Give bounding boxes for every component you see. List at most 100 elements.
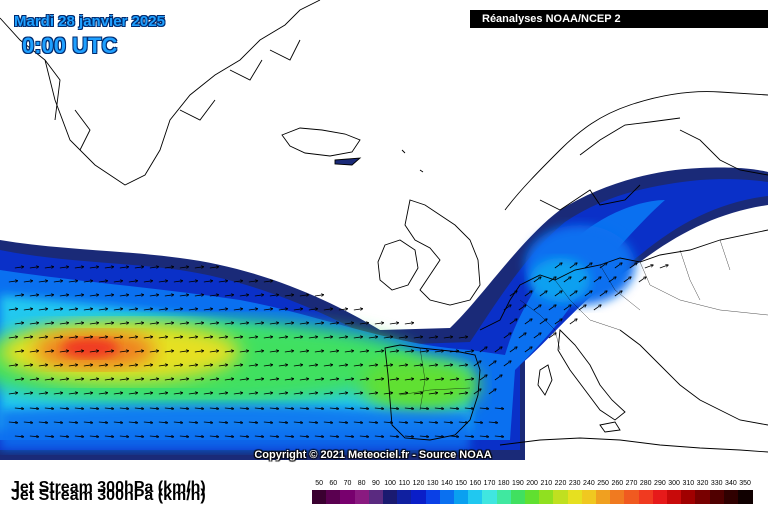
- wind-arrow: [29, 267, 39, 268]
- wind-arrow: [89, 267, 99, 268]
- wind-arrow: [224, 295, 234, 296]
- wind-arrow: [149, 323, 159, 324]
- wind-arrow: [104, 379, 114, 380]
- wind-arrow: [278, 393, 288, 394]
- wind-arrow: [233, 309, 243, 310]
- wind-arrow: [59, 295, 69, 296]
- north-africa-coast: [499, 437, 768, 453]
- wind-arrow: [44, 323, 54, 324]
- wind-arrow: [299, 295, 309, 296]
- wind-arrow: [239, 408, 249, 409]
- legend-swatch: [340, 490, 356, 504]
- wind-arrow: [98, 309, 108, 310]
- legend-value-label: 70: [343, 480, 352, 487]
- color-scale-legend: 50 60 70 80 90 100 110 120 130 140 150 160 170 180 190…: [312, 480, 753, 508]
- wind-speed-shading: [0, 167, 768, 461]
- wind-arrow: [323, 309, 333, 310]
- wind-arrow: [398, 337, 408, 338]
- europe-coast: [479, 229, 768, 331]
- wind-arrow: [29, 295, 39, 296]
- wind-arrow: [224, 351, 234, 352]
- wind-arrow: [374, 436, 384, 437]
- wind-arrow: [494, 347, 502, 353]
- wind-arrow: [263, 393, 273, 394]
- wind-arrow: [89, 323, 99, 324]
- wind-arrow: [353, 422, 363, 423]
- legend-swatch: [425, 490, 441, 504]
- wind-arrow: [398, 393, 408, 394]
- wind-arrow: [293, 393, 303, 394]
- wind-arrow: [479, 436, 489, 437]
- wind-arrow: [338, 365, 348, 366]
- chart-time: 0:00 UTC: [22, 33, 118, 58]
- wind-arrow: [248, 309, 258, 310]
- wind-arrow: [194, 436, 204, 437]
- wind-arrow: [458, 337, 468, 338]
- wind-arrow: [413, 337, 423, 338]
- wind-arrow: [404, 408, 414, 409]
- legend-swatch: [738, 490, 753, 504]
- wind-arrow: [353, 393, 363, 394]
- wind-arrow: [293, 337, 303, 338]
- wind-arrow: [164, 351, 174, 352]
- wind-arrow: [38, 309, 48, 310]
- wind-arrow: [428, 422, 438, 423]
- wind-arrow: [278, 337, 288, 338]
- wind-arrow: [533, 333, 541, 339]
- wind-arrow: [248, 422, 258, 423]
- legend-swatch: [610, 490, 625, 504]
- wind-arrow: [44, 436, 54, 437]
- wind-arrow: [419, 379, 429, 380]
- balkans-coast: [619, 329, 768, 426]
- wind-arrow: [23, 422, 33, 423]
- wind-arrow: [164, 408, 174, 409]
- wind-arrow: [203, 281, 213, 282]
- legend-swatch: [468, 490, 483, 504]
- wind-arrow: [449, 408, 459, 409]
- wind-arrow: [179, 408, 189, 409]
- wind-arrow: [608, 277, 616, 283]
- wind-arrow: [104, 408, 114, 409]
- wind-arrow: [389, 351, 399, 352]
- wind-arrow: [98, 337, 108, 338]
- wind-arrow: [74, 379, 84, 380]
- wind-arrow: [8, 365, 18, 366]
- wind-arrow: [188, 309, 198, 310]
- wind-arrow: [128, 422, 138, 423]
- wind-arrow: [248, 393, 258, 394]
- wind-arrow: [68, 422, 78, 423]
- wind-arrow: [509, 291, 517, 297]
- wind-arrow: [179, 379, 189, 380]
- faroe-islands: [401, 149, 424, 173]
- legend-value-label: 100: [384, 480, 396, 487]
- legend-swatch: [496, 490, 512, 504]
- legend-swatch: [525, 490, 540, 504]
- legend-value-label: 220: [554, 480, 567, 487]
- wind-arrow: [173, 365, 183, 366]
- wind-arrow: [134, 351, 144, 352]
- wind-arrow: [119, 408, 129, 409]
- wind-arrow: [614, 263, 622, 269]
- wind-arrow: [329, 379, 339, 380]
- wind-arrow: [83, 393, 93, 394]
- wind-arrow: [239, 351, 249, 352]
- wind-arrow: [23, 365, 33, 366]
- wind-arrow: [479, 375, 487, 381]
- wind-arrow: [149, 408, 159, 409]
- wind-arrow: [314, 436, 324, 437]
- wind-arrow: [548, 277, 556, 283]
- wind-arrow: [119, 323, 129, 324]
- wind-arrow: [134, 379, 144, 380]
- wind-arrow: [263, 281, 273, 282]
- wind-arrow: [509, 347, 517, 353]
- wind-arrow: [149, 351, 159, 352]
- wind-arrow: [323, 337, 333, 338]
- wind-arrow: [173, 281, 183, 282]
- legend-value-label: 90: [371, 480, 380, 487]
- wind-arrow: [338, 422, 348, 423]
- wind-arrow: [83, 281, 93, 282]
- wind-arrow: [509, 319, 517, 325]
- wind-arrow: [14, 379, 24, 380]
- wind-arrow: [143, 281, 153, 282]
